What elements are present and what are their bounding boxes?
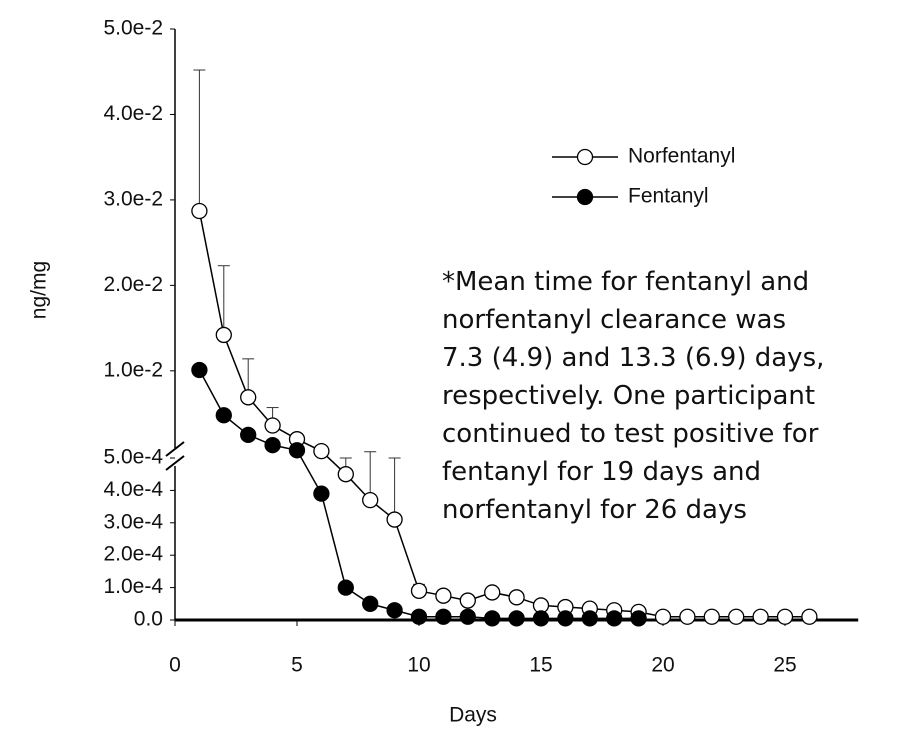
x-tick-label: 5: [291, 654, 303, 677]
data-point: [264, 437, 281, 454]
data-point: [313, 442, 330, 460]
annotation-line: 7.3 (4.9) and 13.3 (6.9) days,: [442, 343, 825, 373]
data-point: [508, 610, 525, 627]
data-point: [191, 361, 208, 379]
data-point: [679, 608, 696, 625]
data-point: [728, 608, 745, 625]
data-point: [410, 582, 428, 599]
data-point: [337, 466, 354, 483]
y-tick-label: 2.0e-2: [103, 273, 163, 296]
data-point: [362, 491, 379, 509]
data-point: [410, 608, 428, 625]
data-point: [484, 584, 501, 601]
data-point: [435, 587, 452, 604]
annotation-line: fentanyl for 19 days and: [442, 457, 762, 487]
annotation-line: norfentanyl for 26 days: [442, 495, 747, 525]
annotation-line: respectively. One participant: [442, 381, 816, 411]
data-point: [532, 610, 550, 627]
data-point: [240, 426, 257, 444]
legend-label: Fentanyl: [628, 185, 709, 208]
data-point: [459, 592, 476, 609]
data-point: [606, 610, 623, 627]
data-point: [362, 595, 379, 612]
data-point: [776, 608, 794, 625]
data-point: [435, 608, 452, 625]
data-point: [288, 442, 306, 459]
legend-marker: [576, 188, 594, 206]
y-axis-label: ng/mg: [28, 261, 51, 319]
y-tick-label: 3.0e-4: [103, 510, 163, 533]
x-tick-label: 25: [773, 654, 796, 677]
data-point: [215, 407, 232, 424]
axis-break: [165, 441, 185, 457]
data-point: [484, 610, 501, 627]
data-point: [508, 589, 525, 606]
data-point: [240, 389, 257, 406]
data-point: [337, 579, 354, 596]
annotation: *Mean time for fentanyl and norfentanyl c…: [442, 263, 912, 529]
data-point: [191, 202, 208, 220]
y-tick-label: 2.0e-4: [103, 543, 163, 566]
data-point: [630, 610, 647, 627]
y-tick-label: 5.0e-2: [103, 17, 163, 40]
data-point: [215, 326, 232, 344]
y-tick-label: 3.0e-2: [103, 187, 163, 210]
x-axis-label: Days: [449, 704, 497, 727]
axis-break: [165, 455, 185, 471]
y-tick-label: 1.0e-4: [103, 575, 163, 598]
data-point: [581, 610, 598, 627]
x-tick-label: 0: [169, 654, 181, 677]
y-tick-label: 4.0e-2: [103, 102, 163, 125]
error-bar: [193, 69, 206, 212]
annotation-line: continued to test positive for: [442, 419, 819, 449]
x-tick-label: 20: [651, 654, 674, 677]
y-tick-label: 1.0e-2: [103, 358, 163, 381]
data-point: [801, 608, 818, 625]
error-bar: [388, 457, 401, 520]
data-point: [459, 608, 476, 625]
y-tick-label: 0.0: [134, 608, 163, 631]
data-point: [386, 602, 403, 619]
data-point: [654, 608, 672, 625]
y-tick-label: 5.0e-4: [103, 446, 163, 469]
x-tick-label: 15: [529, 654, 552, 677]
data-point: [752, 608, 769, 625]
annotation-line: *Mean time for fentanyl and: [442, 267, 810, 297]
data-point: [557, 610, 574, 627]
legend-label: Norfentanyl: [628, 145, 735, 168]
data-point: [386, 511, 403, 528]
annotation-line: norfentanyl clearance was: [442, 305, 787, 335]
error-bar: [217, 265, 230, 335]
data-point: [703, 608, 720, 625]
data-point: [264, 417, 281, 434]
y-tick-label: 4.0e-4: [103, 478, 163, 501]
legend-marker: [576, 148, 594, 166]
x-tick-label: 10: [407, 654, 430, 677]
data-point: [313, 485, 330, 502]
